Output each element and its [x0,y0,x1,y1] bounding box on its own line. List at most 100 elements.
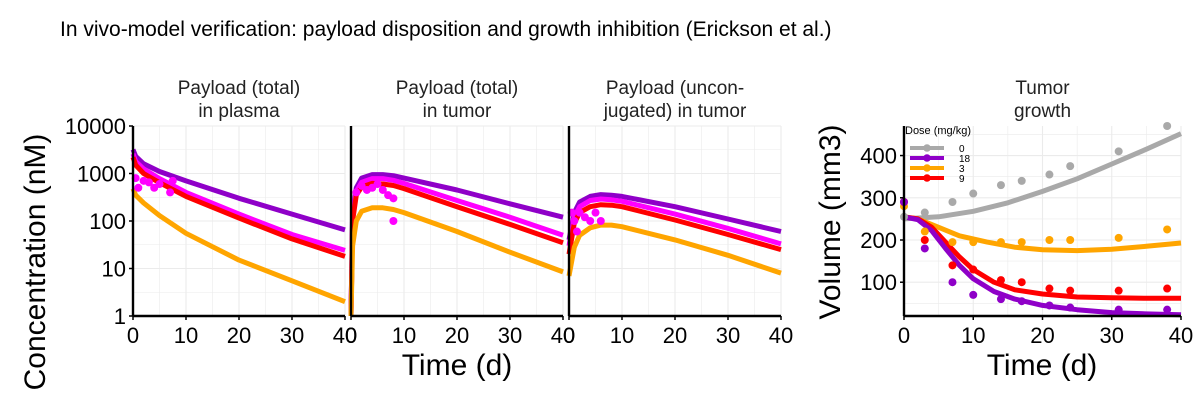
panel-title-line: jugated) in tumor [603,101,747,122]
x-tick-label: 20 [663,323,687,348]
data-point [1017,278,1026,287]
x-tick-label: 0 [563,323,575,348]
x-tick-label: 40 [551,323,575,348]
series-line-dose_9 [566,202,782,255]
series-line-0 [903,131,1183,222]
panel-title-line: in tumor [423,101,492,122]
legend-label-0: 0 [959,144,965,155]
data-point [1163,225,1172,234]
y-tick-label: 1000 [77,162,126,187]
data-point [1114,147,1123,156]
data-point [1017,238,1026,247]
data-point [969,265,978,274]
series-line-18 [903,214,1182,318]
data-point [1017,176,1026,185]
data-point [969,290,978,299]
series-line-9 [903,214,1181,301]
data-point [144,178,153,187]
x-tick-label: 10 [392,323,416,348]
y-tick-label: 1 [114,304,126,329]
y-tick-label: 100 [860,270,897,295]
x-tick-label: 40 [769,323,793,348]
legend-dot-0 [923,144,931,152]
data-point [996,181,1005,190]
data-point [1066,286,1075,295]
x-tick-label: 20 [1030,323,1054,348]
data-point [996,238,1005,247]
x-tick-label: 0 [127,323,139,348]
data-point [596,217,605,225]
data-point [155,180,164,189]
data-point [570,217,579,225]
panel-title-line: Payload (uncon- [606,78,744,99]
legend-title: Dose (mg/kg) [905,125,971,137]
concentration-x-axis-title: Time (d) [402,349,513,382]
data-point [948,261,957,270]
figure-title: In vivo-model verification: payload disp… [60,18,832,41]
x-tick-label: 30 [716,323,740,348]
data-point [1114,233,1123,242]
data-point [1045,236,1054,244]
volume-axis-title: Volume (mm3) [814,124,847,319]
panel-title-line: Payload (total) [396,78,519,99]
x-tick-label: 0 [345,323,357,348]
x-tick-label: 30 [280,323,304,348]
x-tick-label: 10 [174,323,198,348]
data-point [1066,303,1075,312]
data-point [1114,286,1123,295]
x-tick-label: 40 [333,323,357,348]
x-tick-label: 20 [445,323,469,348]
data-point [378,185,387,194]
y-tick-label: 400 [860,144,897,169]
data-point [1114,305,1123,314]
legend-dot-18 [923,154,931,162]
data-point [134,183,143,192]
gridlines [350,125,564,317]
series-line-dose_9 [348,180,564,317]
data-point [373,180,382,189]
growth-x-axis-title: Time (d) [987,349,1098,382]
y-tick-label: 10000 [65,114,126,139]
data-point [920,244,929,253]
legend-label-9: 9 [959,174,965,185]
panel-tumor_unconj: 0 10 20 30 40 Payload (uncon-jugated) in tumo… [563,78,793,348]
data-point [920,236,929,244]
data-point [948,238,957,247]
panel-title-line: growth [1014,101,1071,122]
data-point [948,198,957,206]
data-point [389,217,398,225]
data-point [586,217,595,225]
x-tick-label: 30 [498,323,522,348]
series-line-dose_3 [130,187,346,305]
y-tick-label: 10 [102,257,126,282]
data-point [591,208,600,217]
legend-dot-3 [923,164,931,172]
data-point [1045,301,1054,310]
data-point [352,188,361,197]
panel-plasma: 0 10 20 30 40 1 10 100 1000 10000 Payload (total)i… [65,78,357,348]
x-tick-label: 10 [961,323,985,348]
data-point [1163,305,1172,314]
series-line-dose_18 [130,148,346,233]
series-line-dose_3 [348,205,564,317]
data-point [389,194,398,203]
legend-dot-9 [923,174,931,182]
panel-tumor_total: 0 10 20 30 40 Payload (total)in tumor [345,78,575,348]
data-point [969,189,978,198]
data-point [572,227,581,236]
data-point [1163,122,1172,130]
legend-label-3: 3 [959,164,965,175]
data-point [996,295,1005,304]
data-point [166,188,175,197]
x-tick-label: 0 [898,323,910,348]
data-point [1163,284,1172,293]
data-point [1045,284,1054,293]
panel-title-line: Payload (total) [178,78,301,99]
x-tick-label: 40 [1169,323,1193,348]
data-point [948,278,957,287]
data-point [168,176,177,185]
